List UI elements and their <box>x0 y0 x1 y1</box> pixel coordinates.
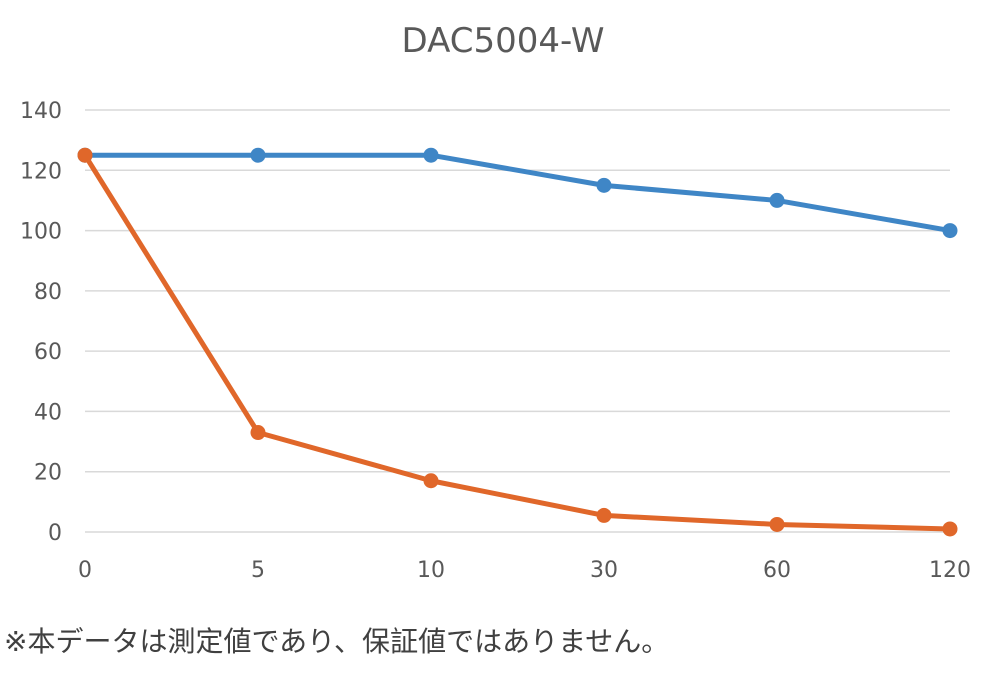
y-tick-label: 20 <box>34 461 62 486</box>
x-tick-label: 0 <box>78 558 92 583</box>
y-tick-label: 0 <box>48 521 62 546</box>
series-1-point <box>423 147 439 163</box>
series-2-point <box>77 147 93 163</box>
x-tick-label: 10 <box>417 558 445 583</box>
series-1-point <box>769 192 785 208</box>
x-tick-label: 120 <box>929 558 971 583</box>
series-2-point <box>942 521 958 537</box>
series-1-point <box>250 147 266 163</box>
series-2-point <box>769 516 785 532</box>
x-axis-ticks: 0 5 10 30 60 120 <box>78 558 971 583</box>
series-1-point <box>942 223 958 239</box>
chart-title: DAC5004-W <box>401 21 604 61</box>
series-2-point <box>423 473 439 489</box>
y-tick-label: 140 <box>20 99 62 124</box>
y-tick-label: 80 <box>34 280 62 305</box>
series-layer <box>77 147 958 537</box>
series-1 <box>77 147 958 239</box>
series-2-point <box>596 507 612 523</box>
gridlines <box>85 109 950 533</box>
y-tick-label: 40 <box>34 400 62 425</box>
y-tick-label: 100 <box>20 220 62 245</box>
series-1-point <box>596 177 612 193</box>
series-2 <box>77 147 958 537</box>
footnote: ※本データは測定値であり、保証値ではありません。 <box>4 625 670 658</box>
x-tick-label: 5 <box>251 558 265 583</box>
series-2-line <box>82 152 953 532</box>
y-tick-label: 60 <box>34 340 62 365</box>
series-2-point <box>250 425 266 441</box>
x-tick-label: 30 <box>590 558 618 583</box>
y-tick-label: 120 <box>20 159 62 184</box>
y-axis-ticks: 0 20 40 60 80 100 120 140 <box>20 99 62 546</box>
x-tick-label: 60 <box>763 558 791 583</box>
series-1-line <box>82 152 953 234</box>
